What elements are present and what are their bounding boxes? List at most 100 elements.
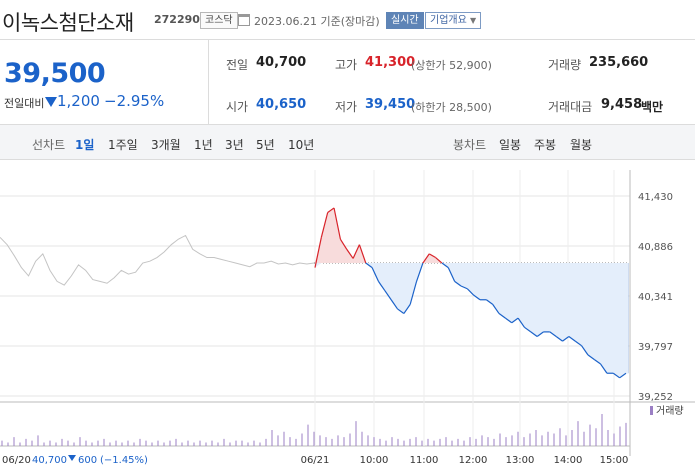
open-value: 40,650 — [256, 97, 307, 112]
chevron-down-icon: ▼ — [470, 16, 477, 25]
series-segment — [390, 299, 399, 310]
open-label: 시가 — [226, 100, 249, 114]
series-segment — [384, 290, 392, 301]
series-segment — [524, 326, 532, 333]
period-tab-1d[interactable]: 1일 — [75, 138, 95, 152]
series-segment — [536, 331, 544, 337]
current-price: 39,500 — [4, 58, 106, 89]
area-fill-up — [315, 207, 626, 264]
change-label: 전일대비 — [4, 97, 45, 110]
chart-toolbar: 선차트 1일 1주일 3개월 1년 3년 5년 10년 봉차트 일봉 주봉 월봉 — [0, 125, 695, 160]
low-label: 저가 — [335, 100, 358, 114]
corp-overview-dropdown[interactable]: 기업개요 ▼ — [425, 12, 482, 29]
series-segment — [365, 262, 373, 269]
area-fill-down — [315, 263, 628, 378]
volume-legend-label: 거래량 — [656, 405, 684, 417]
y-tick-label: 40,886 — [638, 242, 673, 253]
period-tab-3m[interactable]: 3개월 — [151, 138, 181, 152]
series-segment — [447, 267, 456, 282]
series-segment — [581, 345, 589, 356]
series-segment — [415, 262, 424, 282]
series-segment — [568, 336, 576, 342]
series-segment — [397, 308, 405, 315]
stock-name: 이녹스첨단소재 — [2, 11, 134, 35]
series-segment — [619, 372, 627, 379]
x-tick-label: 15:00 — [600, 455, 629, 466]
series-segment — [517, 317, 525, 328]
series-line-prev-day — [0, 234, 315, 286]
quote-divider — [208, 40, 209, 125]
series-segment — [428, 253, 436, 259]
calendar-icon — [238, 14, 250, 26]
series-segment — [505, 317, 513, 324]
candle-chart-label: 봉차트 — [453, 138, 487, 152]
lower-limit: (하한가 28,500) — [411, 101, 492, 114]
series-segment — [460, 285, 468, 290]
series-segment — [498, 313, 506, 319]
series-segment — [371, 267, 380, 282]
series-segment — [327, 207, 335, 214]
series-segment — [435, 257, 443, 264]
line-chart-label: 선차트 — [32, 138, 66, 152]
series-segment — [422, 253, 430, 264]
period-tab-1y[interactable]: 1년 — [194, 138, 213, 152]
market-badge: 코스닥 — [200, 12, 238, 29]
amount-value: 9,458 — [601, 97, 643, 112]
footer-change-pct: (−1.45%) — [100, 455, 148, 466]
series-segment — [587, 354, 595, 360]
candle-tab-daily[interactable]: 일봉 — [499, 138, 522, 152]
volume-label: 거래량 — [548, 58, 582, 72]
series-segment — [346, 248, 354, 259]
series-segment — [409, 281, 418, 305]
series-segment — [454, 280, 462, 287]
period-tab-1w[interactable]: 1주일 — [108, 138, 138, 152]
series-segment — [339, 238, 348, 250]
title-bar: 이녹스첨단소재 272290 코스닥 2023.06.21 기준(장마감) 실시… — [0, 0, 695, 40]
y-tick-label: 39,252 — [638, 392, 673, 403]
upper-limit: (상한가 52,900) — [411, 59, 492, 72]
volume-legend-icon — [650, 406, 653, 415]
high-label: 고가 — [335, 58, 358, 72]
period-tab-10y[interactable]: 10년 — [288, 138, 315, 152]
x-tick-label: 11:00 — [410, 455, 439, 466]
series-segment — [352, 244, 360, 259]
candle-tab-monthly[interactable]: 월봉 — [570, 138, 593, 152]
base-date: 2023.06.21 기준(장마감) — [254, 15, 380, 28]
x-tick-label: 12:00 — [459, 455, 488, 466]
series-segment — [562, 336, 570, 342]
period-tab-3y[interactable]: 3년 — [225, 138, 244, 152]
series-segment — [403, 304, 411, 314]
realtime-button[interactable]: 실시간 — [386, 12, 424, 29]
y-tick-label: 41,430 — [638, 192, 673, 203]
footer-change: 600 — [78, 455, 97, 466]
series-segment — [441, 262, 449, 269]
series-segment — [574, 340, 582, 347]
footer-down-triangle-icon — [68, 455, 76, 461]
series-segment — [555, 336, 563, 342]
high-value: 41,300 — [365, 55, 416, 70]
series-segment — [314, 237, 322, 268]
series-segment — [549, 331, 557, 337]
amount-unit: 백만 — [641, 100, 664, 114]
x-tick-label: 14:00 — [554, 455, 583, 466]
series-segment — [358, 244, 367, 264]
series-segment — [466, 288, 475, 296]
series-segment — [320, 212, 329, 238]
prev-close-label: 전일 — [226, 58, 249, 72]
period-tab-5y[interactable]: 5년 — [256, 138, 275, 152]
series-segment — [492, 304, 500, 314]
series-segment — [612, 372, 621, 379]
down-triangle-icon — [45, 97, 57, 107]
prev-close-value: 40,700 — [256, 55, 307, 70]
change-value: 1,200 — [57, 92, 100, 110]
x-tick-label: 13:00 — [506, 455, 535, 466]
series-segment — [600, 363, 608, 374]
series-segment — [377, 281, 386, 291]
y-tick-label: 39,797 — [638, 342, 673, 353]
price-chart[interactable]: 41,430 40,886 40,341 39,797 39,252 06/21 10:00… — [0, 160, 695, 470]
stock-code: 272290 — [154, 13, 200, 26]
candle-tab-weekly[interactable]: 주봉 — [534, 138, 557, 152]
series-segment — [333, 207, 341, 240]
corp-overview-label: 기업개요 — [430, 15, 467, 26]
low-value: 39,450 — [365, 97, 416, 112]
